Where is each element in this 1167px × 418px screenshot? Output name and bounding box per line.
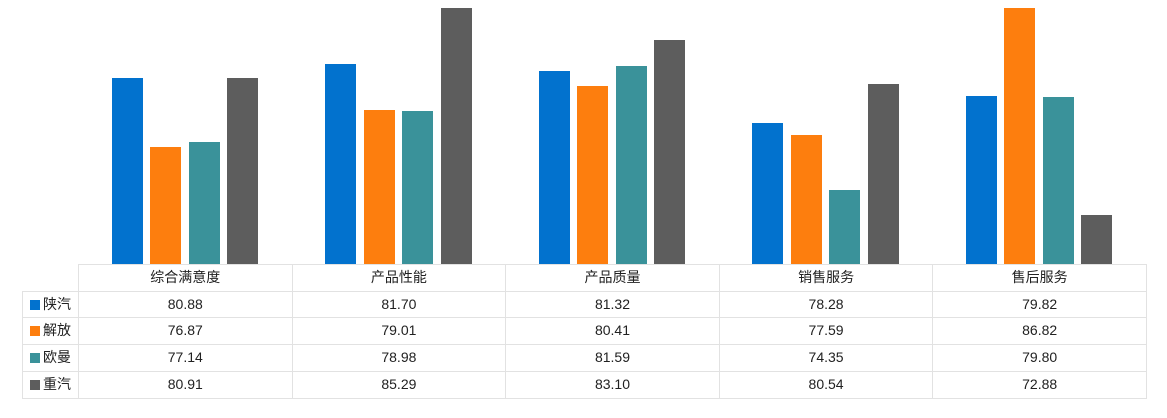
row-label-cell: 重汽 xyxy=(22,371,79,399)
series-name: 陕汽 xyxy=(43,295,71,312)
value-cell: 72.88 xyxy=(932,371,1147,399)
value-cell: 80.91 xyxy=(78,371,293,399)
value-cell: 80.41 xyxy=(505,317,720,346)
value-cell: 77.14 xyxy=(78,344,293,372)
row-label-cell: 解放 xyxy=(22,317,79,346)
series-legend-swatch-icon xyxy=(30,379,40,390)
value-cell: 77.59 xyxy=(718,317,933,346)
chart-bar xyxy=(1081,214,1113,264)
chart-bar xyxy=(1004,8,1036,264)
column-header: 销售服务 xyxy=(718,264,933,292)
row-label-cell: 欧曼 xyxy=(22,344,79,372)
value-cell: 81.70 xyxy=(291,291,506,319)
value-cell: 85.29 xyxy=(291,371,506,399)
value-cell: 79.01 xyxy=(291,317,506,346)
series-legend-swatch-icon xyxy=(30,326,40,337)
chart-bar xyxy=(227,77,259,264)
value-cell: 79.80 xyxy=(932,344,1147,372)
corner-cell xyxy=(22,264,79,292)
chart-bar xyxy=(538,70,570,264)
chart-bar xyxy=(965,96,997,264)
chart-bar xyxy=(577,86,609,264)
chart-bar xyxy=(615,66,647,264)
column-header: 售后服务 xyxy=(932,264,1147,292)
value-cell: 86.82 xyxy=(932,317,1147,346)
value-cell: 80.88 xyxy=(78,291,293,319)
chart-bar xyxy=(867,84,899,264)
table-row: 欧曼 77.14 78.98 81.59 74.35 79.80 xyxy=(22,344,1147,372)
value-cell: 80.54 xyxy=(718,371,933,399)
series-name: 解放 xyxy=(43,322,71,339)
value-cell: 81.32 xyxy=(505,291,720,319)
table-row: 重汽 80.91 85.29 83.10 80.54 72.88 xyxy=(22,371,1147,399)
chart-bar xyxy=(790,134,822,264)
chart-bar xyxy=(111,78,143,264)
table-row: 解放 76.87 79.01 80.41 77.59 86.82 xyxy=(22,317,1147,346)
column-header: 综合满意度 xyxy=(78,264,293,292)
value-cell: 76.87 xyxy=(78,317,293,346)
value-cell: 81.59 xyxy=(505,344,720,372)
data-table: 综合满意度 产品性能 产品质量 销售服务 售后服务 陕汽 80.88 81.70… xyxy=(22,264,1147,399)
chart-bar xyxy=(1042,96,1074,264)
chart-bar xyxy=(440,8,472,264)
chart-bar xyxy=(363,110,395,264)
chart-bar xyxy=(402,110,434,264)
row-label-cell: 陕汽 xyxy=(22,291,79,319)
chart-bar xyxy=(654,40,686,264)
table-row: 陕汽 80.88 81.70 81.32 78.28 79.82 xyxy=(22,291,1147,319)
chart-bar xyxy=(829,189,861,264)
value-cell: 79.82 xyxy=(932,291,1147,319)
value-cell: 78.28 xyxy=(718,291,933,319)
series-legend-swatch-icon xyxy=(30,299,40,310)
chart-bar xyxy=(325,64,357,264)
value-cell: 83.10 xyxy=(505,371,720,399)
column-header: 产品性能 xyxy=(291,264,506,292)
chart-bar xyxy=(752,122,784,264)
value-cell: 74.35 xyxy=(718,344,933,372)
bar-chart-plot xyxy=(78,8,1146,264)
series-name: 重汽 xyxy=(43,375,71,392)
chart-bar xyxy=(150,146,182,264)
chart-bar xyxy=(188,142,220,264)
column-header: 产品质量 xyxy=(505,264,720,292)
table-header-row: 综合满意度 产品性能 产品质量 销售服务 售后服务 xyxy=(22,264,1147,292)
series-name: 欧曼 xyxy=(43,349,71,366)
value-cell: 78.98 xyxy=(291,344,506,372)
series-legend-swatch-icon xyxy=(30,353,40,364)
